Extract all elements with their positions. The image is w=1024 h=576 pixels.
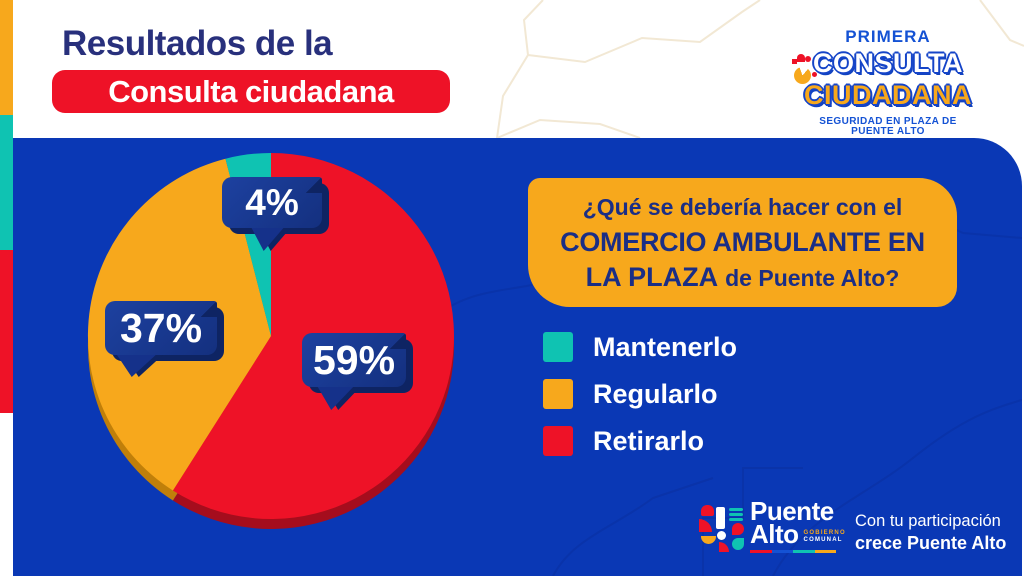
question-line-3-bold: LA PLAZA xyxy=(585,262,719,292)
bar-seg-teal xyxy=(793,550,815,553)
brand-flame-icon xyxy=(790,54,818,90)
edge-stripe-red xyxy=(0,250,13,413)
legend-label: Retirarlo xyxy=(593,426,705,456)
legend-item-regularlo: Regularlo xyxy=(543,379,737,409)
brand-line-ciudadana: CIUDADANA xyxy=(804,80,972,110)
logo-word-puente: Puente xyxy=(750,496,834,526)
callout-value: 37% xyxy=(119,304,203,351)
brand-kicker: PRIMERA xyxy=(845,27,931,46)
brand-subtitle: SEGURIDAD EN PLAZA DE PUENTE ALTO xyxy=(819,116,957,137)
callout-59pct: 59% xyxy=(302,333,413,410)
legend-label: Mantenerlo xyxy=(593,332,738,362)
bar-seg-red xyxy=(750,550,772,553)
logo-color-bar xyxy=(750,550,836,553)
title-badge: Consulta ciudadana xyxy=(52,70,450,113)
logo-word-alto: Alto xyxy=(750,519,799,549)
callout-face: 37% xyxy=(105,301,217,355)
callout-4pct: 4% xyxy=(222,177,329,251)
legend-swatch-yellow xyxy=(543,379,573,409)
question-box: ¿Qué se debería hacer con el COMERCIO AM… xyxy=(528,178,957,307)
callout-face: 4% xyxy=(222,177,322,228)
question-line-3: LA PLAZA de Puente Alto? xyxy=(528,260,957,296)
edge-stripe-yellow xyxy=(0,0,13,115)
callout-value: 59% xyxy=(312,336,396,383)
legend-item-retirarlo: Retirarlo xyxy=(543,426,737,456)
results-panel: 4% 37% 59% ¿Qué se debería hacer con el … xyxy=(13,138,1022,576)
logo-gobierno-comunal: GOBIERNO COMUNAL xyxy=(804,530,846,546)
bar-seg-yellow xyxy=(814,550,836,553)
legend-swatch-teal xyxy=(543,332,573,362)
puente-alto-logo-mosaic xyxy=(699,504,747,552)
legend-swatch-red xyxy=(543,426,573,456)
chart-legend: Mantenerlo Regularlo Retirarlo xyxy=(543,332,737,473)
question-line-3-rest: de Puente Alto? xyxy=(725,265,900,291)
question-line-2: COMERCIO AMBULANTE EN xyxy=(560,227,925,257)
tagline-line-2: crece Puente Alto xyxy=(855,533,1007,553)
callout-face: 59% xyxy=(302,333,406,387)
logo-sub-gobierno: GOBIERNO xyxy=(803,530,846,536)
page-title: Resultados de la xyxy=(62,24,333,63)
legend-item-mantenerlo: Mantenerlo xyxy=(543,332,737,362)
tagline-line-1: Con tu participación xyxy=(855,512,1001,530)
logo-sub-comunal: COMUNAL xyxy=(803,537,843,543)
bar-seg-blue xyxy=(771,550,793,553)
primera-consulta-logo: PRIMERA CONSULTA CIUDADANA SEGURIDAD EN … xyxy=(792,27,978,145)
brand-line-consulta: CONSULTA xyxy=(813,48,963,78)
edge-stripe-teal xyxy=(0,115,13,250)
question-line-1: ¿Qué se debería hacer con el xyxy=(582,194,903,220)
callout-value: 4% xyxy=(245,181,299,223)
title-badge-label: Consulta ciudadana xyxy=(108,73,394,109)
puente-alto-logotype: Puente Alto GOBIERNO COMUNAL xyxy=(750,496,846,553)
callout-37pct: 37% xyxy=(105,301,224,377)
legend-label: Regularlo xyxy=(593,379,718,409)
participation-tagline: Con tu participación crece Puente Alto xyxy=(855,510,1006,554)
